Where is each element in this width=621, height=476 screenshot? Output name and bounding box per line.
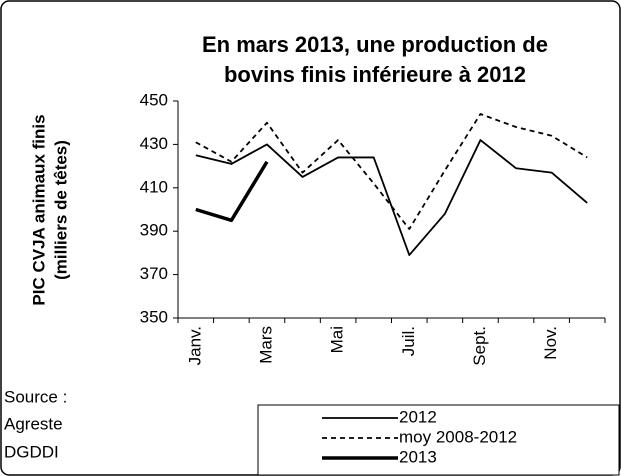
series-line <box>195 139 588 256</box>
series-line <box>195 160 269 223</box>
legend-label: 2012 <box>399 407 437 426</box>
x-tick-label: Mai <box>328 326 347 353</box>
chart-title: En mars 2013, une production de <box>202 32 548 57</box>
source-text: Agreste <box>4 414 63 433</box>
x-tick-label: Janv. <box>185 326 204 365</box>
x-tick-label: Nov. <box>541 326 560 360</box>
y-tick-label: 450 <box>140 90 168 109</box>
y-axis-label: (milliers de têtes) <box>51 140 70 280</box>
y-axis-label: PIC CVJA animaux finis <box>29 114 48 305</box>
x-tick-label: Juil. <box>399 326 418 356</box>
y-tick-label: 370 <box>140 264 168 283</box>
legend-label: moy 2008-2012 <box>399 427 517 446</box>
chart-title: bovins finis inférieure à 2012 <box>224 62 526 87</box>
legend-label: 2013 <box>399 447 437 466</box>
legend-box <box>257 404 620 476</box>
series-line <box>195 113 588 230</box>
y-tick-label: 430 <box>140 134 168 153</box>
x-tick-label: Sept. <box>470 326 489 366</box>
source-text: Source : <box>4 387 67 406</box>
source-text: DGDDI <box>4 442 59 461</box>
x-tick-label: Mars <box>256 326 275 364</box>
y-tick-label: 350 <box>140 307 168 326</box>
y-tick-label: 390 <box>140 221 168 240</box>
y-tick-label: 410 <box>140 177 168 196</box>
